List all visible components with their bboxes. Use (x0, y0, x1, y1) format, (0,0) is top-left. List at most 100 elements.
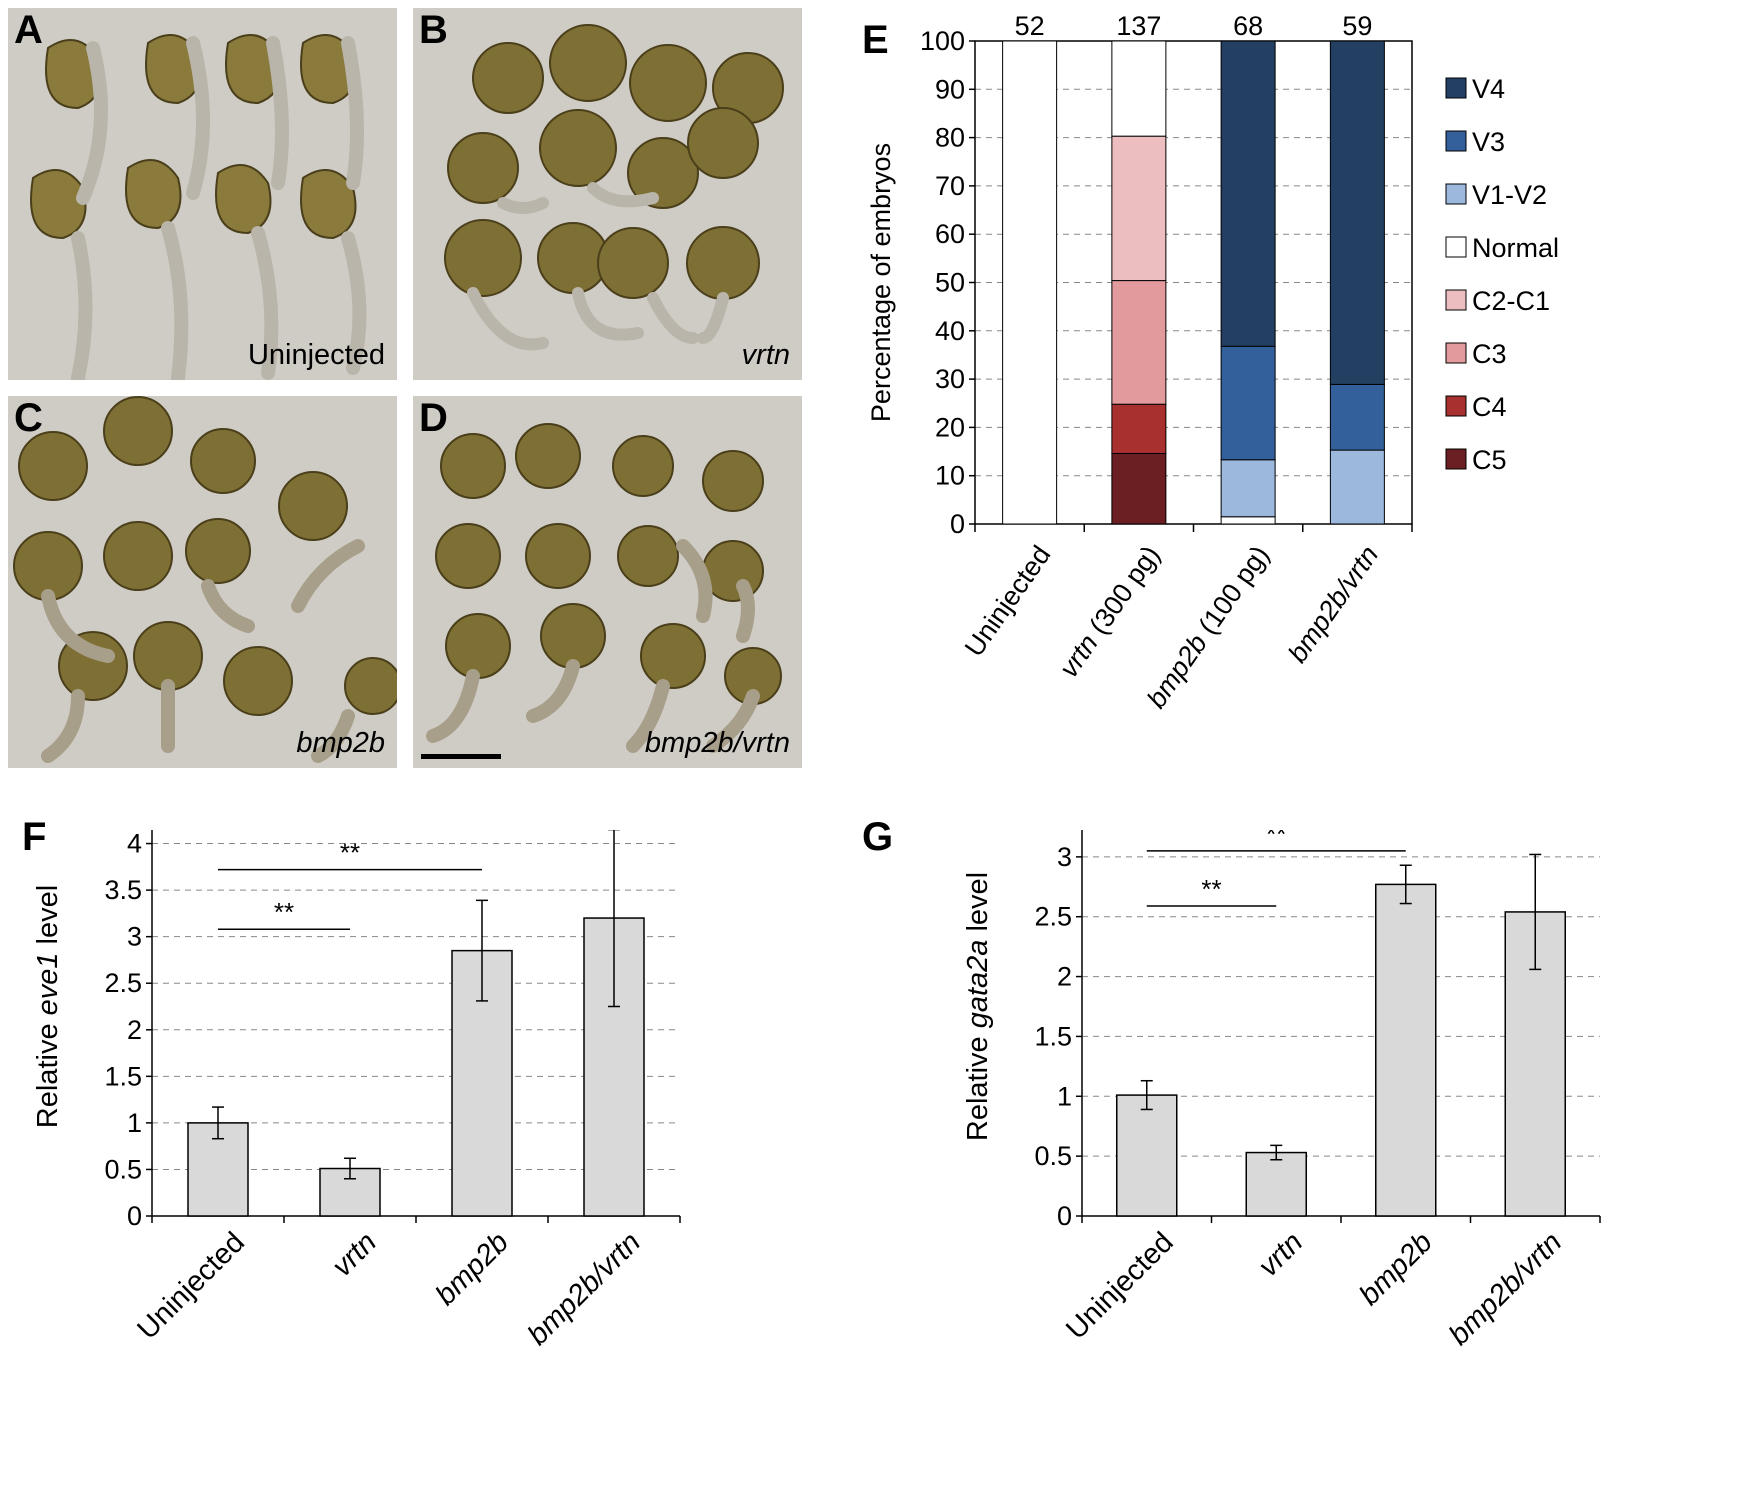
y-tick-label: 0 (127, 1201, 142, 1231)
y-tick-label: 30 (935, 364, 965, 394)
y-tick-label: 0 (1057, 1201, 1072, 1231)
bar-segment (1220, 40, 1276, 347)
panel-letter-g: G (862, 815, 894, 859)
embryo-illustration-d (421, 423, 782, 759)
y-tick-label: 20 (935, 412, 965, 442)
y-tick-label: 2.5 (104, 968, 142, 998)
y-tick-label: 0 (950, 509, 965, 539)
legend-label: C3 (1472, 339, 1507, 369)
bar-segment (1111, 452, 1167, 525)
y-tick-label: 60 (935, 219, 965, 249)
legend-label: C4 (1472, 392, 1507, 422)
x-tick-label: bmp2b (1353, 1226, 1438, 1311)
bar (1375, 883, 1437, 1217)
legend-label: V1-V2 (1472, 180, 1547, 210)
x-tick-label: bmp2b (100 pg) (1141, 540, 1275, 713)
photo-caption-d: bmp2b/vrtn (644, 727, 790, 759)
x-tick-label: Uninjected (959, 540, 1057, 662)
significance-label: ** (1201, 874, 1221, 904)
bar-segment (1111, 135, 1167, 282)
legend-swatch (1445, 342, 1467, 364)
y-tick-label: 3.5 (104, 875, 142, 905)
photo-panel-a: A Uninjected (8, 8, 397, 380)
embryo-illustration-b (444, 24, 784, 351)
significance-label: ** (1266, 830, 1286, 849)
legend-label: C5 (1472, 445, 1507, 475)
legend-swatch (1445, 289, 1467, 311)
x-tick-label: vrtn (300 pg) (1053, 540, 1165, 683)
y-tick-label: 4 (127, 830, 142, 859)
x-tick-label: bmp2b/vrtn (1282, 540, 1384, 668)
panel-letter-f: F (22, 815, 47, 859)
bar-segment (1111, 403, 1167, 454)
panel-letter-e: E (862, 18, 889, 62)
photo-caption-c: bmp2b (296, 727, 385, 759)
y-axis-label: Percentage of embryos (866, 143, 896, 422)
x-tick-label: vrtn (1252, 1226, 1309, 1283)
bar-segment (1111, 40, 1167, 137)
legend-label: V3 (1472, 127, 1505, 157)
legend-swatch (1445, 77, 1467, 99)
bar (1245, 1151, 1307, 1217)
stacked-bar-chart-e: 0 10 20 30 40 50 60 70 80 90 100 52 Uninjected 137 vrt… (866, 11, 1559, 714)
y-tick-label: 10 (935, 461, 965, 491)
legend-swatch (1445, 395, 1467, 417)
panel-letter-d: D (419, 396, 448, 440)
photo-caption-b: vrtn (741, 339, 790, 371)
bar-segment (1220, 459, 1276, 518)
legend-swatch (1445, 183, 1467, 205)
y-tick-label: 50 (935, 268, 965, 298)
significance-label: ** (274, 897, 294, 927)
bar-segment (1220, 345, 1276, 461)
photo-caption-a: Uninjected (247, 339, 385, 371)
legend-label: Normal (1472, 233, 1559, 263)
photo-panel-d: D bmp2b/vrtn (413, 396, 802, 768)
y-tick-label: 2 (1057, 962, 1072, 992)
y-tick-label: 2 (127, 1015, 142, 1045)
x-tick-label: Uninjected (1060, 1226, 1180, 1346)
y-tick-label: 80 (935, 123, 965, 153)
y-tick-label: 0.5 (1034, 1141, 1072, 1171)
x-tick-label: vrtn (326, 1226, 383, 1283)
panel-letter-b: B (419, 8, 448, 52)
n-label: 68 (1233, 11, 1263, 41)
y-tick-label: 3 (127, 922, 142, 952)
y-tick-label: 100 (920, 26, 965, 56)
bar-segment (1329, 383, 1385, 451)
embryo-illustration-a (30, 34, 367, 380)
bar-segment (1111, 280, 1167, 405)
x-tick-label: Uninjected (131, 1226, 251, 1346)
n-label: 52 (1015, 11, 1045, 41)
legend-label: V4 (1472, 74, 1505, 104)
y-tick-label: 1.5 (104, 1061, 142, 1091)
x-tick-label: bmp2b/vrtn (522, 1226, 647, 1351)
photo-panel-c: C bmp2b (8, 396, 397, 768)
significance-label: ** (340, 838, 360, 868)
bar (1116, 1094, 1178, 1217)
y-tick-label: 90 (935, 74, 965, 104)
n-label: 59 (1342, 11, 1372, 41)
panel-letter-a: A (14, 8, 43, 52)
y-axis-label: Relative gata2a level (962, 872, 994, 1141)
legend-swatch (1445, 236, 1467, 258)
bar-chart-g: 00.511.522.533.5Uninjectedvrtnbmp2bbmp2b… (962, 830, 1601, 1352)
y-tick-label: 0.5 (104, 1154, 142, 1184)
n-label: 137 (1116, 11, 1161, 41)
x-tick-label: bmp2b/vrtn (1443, 1226, 1568, 1351)
embryo-illustration-c (13, 396, 397, 763)
y-tick-label: 1.5 (1034, 1021, 1072, 1051)
y-axis-label: Relative eve1 level (32, 885, 64, 1128)
y-tick-label: 2.5 (1034, 902, 1072, 932)
y-tick-label: 70 (935, 171, 965, 201)
y-tick-label: 3 (1057, 842, 1072, 872)
legend-swatch (1445, 448, 1467, 470)
panel-letter-c: C (14, 396, 43, 440)
x-tick-label: bmp2b (430, 1226, 515, 1311)
y-tick-label: 40 (935, 316, 965, 346)
bar-chart-f: 00.511.522.533.544.5Uninjectedvrtnbmp2bb… (32, 830, 681, 1352)
bar-segment (1002, 40, 1058, 525)
scale-bar (421, 754, 501, 759)
bar-segment (1329, 449, 1385, 525)
photo-panel-b: B vrtn (413, 8, 802, 380)
bar-segment (1329, 40, 1385, 385)
